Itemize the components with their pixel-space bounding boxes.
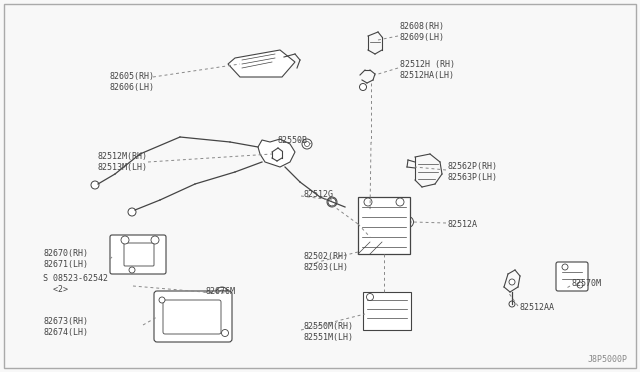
Circle shape [129,267,135,273]
FancyBboxPatch shape [163,300,221,334]
Text: 82673(RH)
82674(LH): 82673(RH) 82674(LH) [43,317,88,337]
Circle shape [305,141,310,147]
Circle shape [159,297,165,303]
Circle shape [367,294,374,301]
Circle shape [562,264,568,270]
Text: 82512G: 82512G [303,189,333,199]
Text: 82570M: 82570M [572,279,602,289]
Text: 82512M(RH)
82513M(LH): 82512M(RH) 82513M(LH) [98,152,148,172]
Polygon shape [258,139,295,167]
Circle shape [121,236,129,244]
Circle shape [577,282,583,288]
Circle shape [328,198,336,206]
Circle shape [330,199,335,205]
Text: 82562P(RH)
82563P(LH): 82562P(RH) 82563P(LH) [448,162,498,182]
Circle shape [302,139,312,149]
Text: 82512AA: 82512AA [520,302,555,311]
Circle shape [91,181,99,189]
Circle shape [403,217,413,228]
Circle shape [216,287,228,299]
Text: 82512A: 82512A [448,219,478,228]
Circle shape [327,197,337,207]
Text: 82550M(RH)
82551M(LH): 82550M(RH) 82551M(LH) [303,322,353,342]
Circle shape [221,330,228,337]
Text: 82550B: 82550B [278,135,308,144]
Text: 82608(RH)
82609(LH): 82608(RH) 82609(LH) [400,22,445,42]
FancyBboxPatch shape [154,291,232,342]
Circle shape [151,236,159,244]
Text: 82670(RH)
82671(LH): 82670(RH) 82671(LH) [43,249,88,269]
Circle shape [405,219,411,225]
Text: J8P5000P: J8P5000P [588,355,628,364]
FancyBboxPatch shape [124,243,154,266]
FancyBboxPatch shape [556,262,588,291]
Polygon shape [228,50,295,77]
Text: 82502(RH)
82503(LH): 82502(RH) 82503(LH) [303,252,348,272]
Circle shape [360,83,367,90]
Text: 82512H (RH)
82512HA(LH): 82512H (RH) 82512HA(LH) [400,60,455,80]
Circle shape [219,290,225,296]
FancyBboxPatch shape [110,235,166,274]
Text: S 08523-62542
  <2>: S 08523-62542 <2> [43,274,108,294]
Circle shape [509,279,515,285]
Bar [363,292,411,330]
Circle shape [509,301,515,307]
Circle shape [396,198,404,206]
Bar [358,197,410,254]
Text: 82605(RH)
82606(LH): 82605(RH) 82606(LH) [110,72,155,92]
Text: 82676M: 82676M [205,288,235,296]
Circle shape [364,198,372,206]
Circle shape [128,208,136,216]
